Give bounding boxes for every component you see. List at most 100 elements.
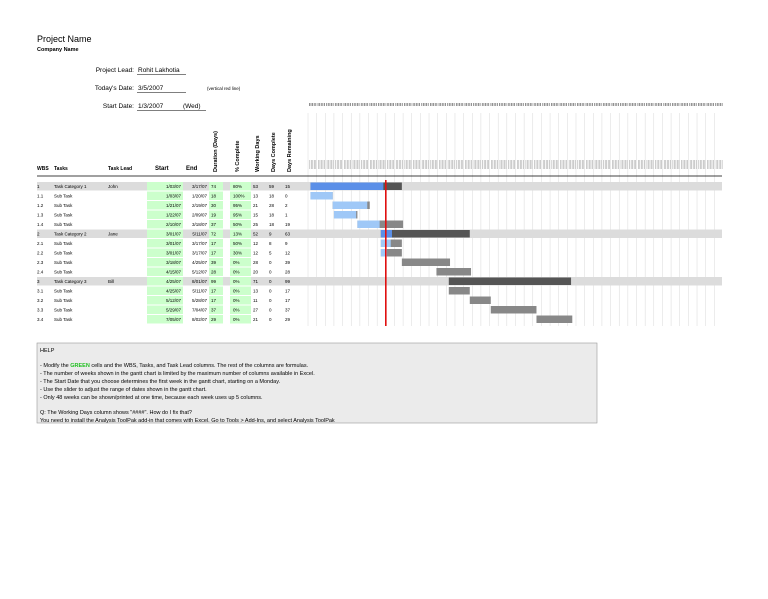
day-mark (500, 103, 502, 106)
day-mark (595, 103, 597, 106)
cell: 11 (253, 298, 258, 303)
gantt-remaining (380, 249, 402, 257)
day-mark (597, 103, 599, 106)
day-mark (436, 103, 438, 106)
date-mark (436, 160, 438, 169)
cell: 3/17/07 (192, 241, 208, 246)
day-mark (590, 103, 592, 106)
cell: 19 (211, 213, 217, 218)
day-mark (400, 103, 402, 106)
date-mark (413, 160, 414, 169)
date-mark (669, 160, 671, 169)
day-mark (547, 103, 549, 106)
date-mark (485, 160, 486, 169)
day-mark (469, 103, 471, 106)
help-line: - The Start Date that you choose determi… (40, 379, 281, 385)
date-mark (450, 160, 452, 169)
category-row (37, 229, 722, 238)
day-mark (473, 103, 475, 106)
day-mark (540, 103, 541, 106)
cell: 1/20/07 (192, 194, 208, 199)
day-mark (430, 103, 431, 106)
date-mark (400, 160, 402, 169)
day-mark (317, 103, 319, 106)
cell: Sub Task (54, 317, 73, 322)
date-mark (542, 160, 544, 169)
cell: 3/01/07 (166, 251, 182, 256)
gantt-remaining (380, 230, 470, 238)
cell: 0% (233, 289, 240, 294)
day-mark (427, 103, 429, 106)
input-cell (230, 229, 251, 238)
date-mark (449, 160, 450, 169)
cell: 2.3 (37, 260, 44, 265)
date-mark (407, 160, 409, 169)
date-mark (522, 160, 524, 169)
cell: 9 (269, 232, 272, 237)
day-mark (332, 103, 334, 106)
cell: 0% (233, 270, 240, 275)
date-mark (681, 160, 682, 169)
date-mark (701, 160, 703, 169)
date-mark (432, 160, 433, 169)
day-mark (378, 103, 379, 106)
day-mark (628, 103, 630, 106)
date-mark (665, 160, 667, 169)
date-mark (479, 160, 481, 169)
column-header: Days Remaining (287, 129, 293, 172)
day-mark (329, 103, 331, 106)
day-mark (652, 103, 654, 106)
day-mark (404, 103, 405, 106)
date-mark (391, 160, 393, 169)
cell: 5/11/07 (192, 289, 207, 294)
day-mark (566, 103, 567, 106)
day-mark (327, 103, 329, 106)
date-mark (512, 160, 514, 169)
date-mark (540, 160, 541, 169)
date-mark (574, 160, 576, 169)
day-mark (614, 103, 616, 106)
date-mark (668, 160, 670, 169)
date-mark (430, 160, 432, 169)
date-mark (638, 160, 639, 169)
cell: 30 (211, 203, 217, 208)
help-answer: You need to install the Analysis ToolPak… (40, 418, 335, 424)
cell: 0% (233, 298, 240, 303)
date-mark (339, 160, 341, 169)
date-mark (557, 160, 559, 169)
day-mark (492, 103, 493, 106)
column-header: Days Complete (271, 132, 277, 172)
day-mark (665, 103, 666, 106)
input-cell (209, 182, 223, 191)
cell: 5/28/07 (192, 298, 208, 303)
date-mark (312, 160, 314, 169)
cell: 15 (285, 184, 291, 189)
cell: John (108, 184, 118, 189)
cell: 3/18/07 (166, 260, 182, 265)
date-mark (388, 160, 390, 169)
day-mark (495, 103, 497, 106)
day-mark (490, 103, 492, 106)
date-mark (495, 160, 497, 169)
cell: 13 (253, 194, 259, 199)
date-mark (592, 160, 593, 169)
gantt-remaining (490, 306, 537, 314)
day-mark (503, 103, 505, 106)
day-mark (365, 103, 367, 106)
day-mark (367, 103, 369, 106)
label: Today's Date: (95, 85, 134, 92)
input-cell (209, 248, 223, 257)
day-mark (616, 103, 618, 106)
day-mark (647, 103, 649, 106)
day-mark (548, 103, 550, 106)
date-mark (364, 160, 365, 169)
day-mark (587, 103, 589, 106)
day-mark (568, 103, 570, 106)
day-mark (685, 103, 687, 106)
day-mark (448, 103, 450, 106)
day-mark (422, 103, 424, 106)
day-mark (699, 103, 701, 106)
cell: 18 (269, 194, 275, 199)
date-mark (416, 160, 417, 169)
cell: 0 (269, 298, 272, 303)
